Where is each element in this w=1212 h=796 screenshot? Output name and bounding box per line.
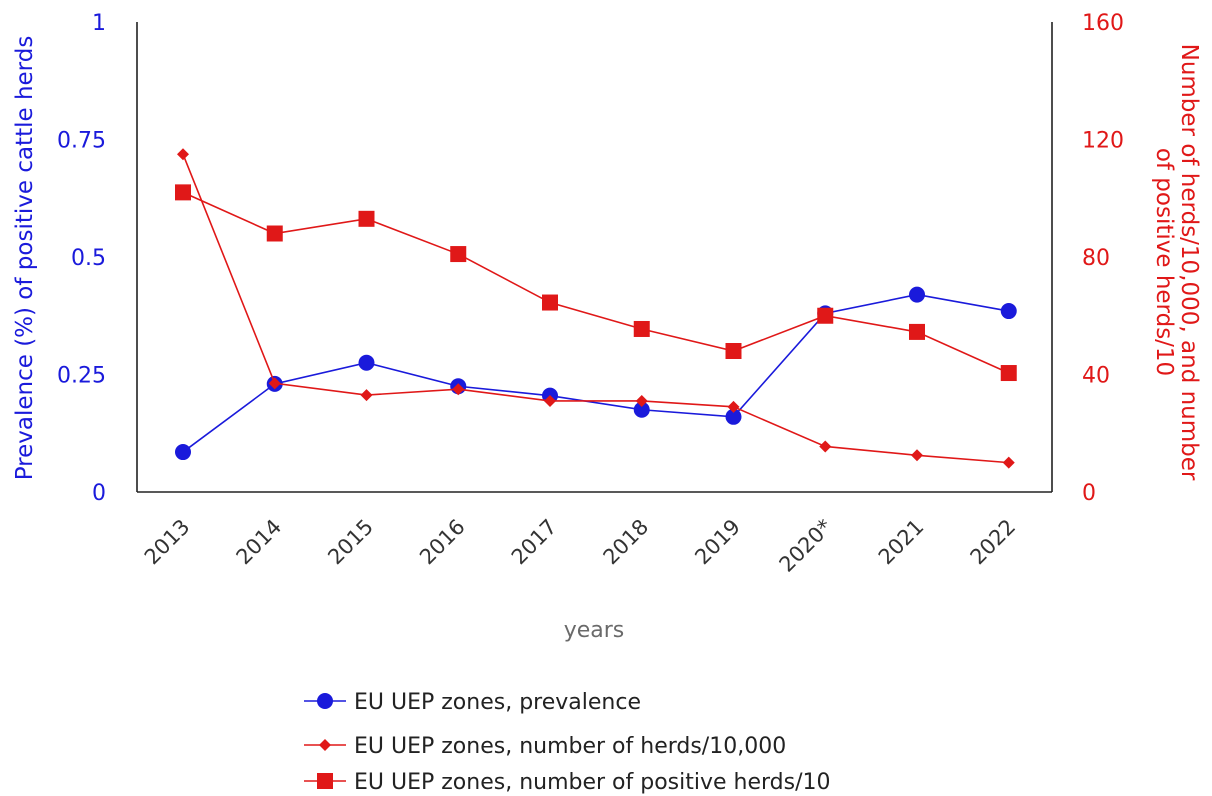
data-point-square: [817, 307, 834, 324]
left-axis-ticks: 0 0.25 0.5 0.75 1: [57, 11, 106, 506]
series-3: [175, 184, 1017, 382]
data-point-circle: [909, 286, 925, 303]
x-tick-label: 2014: [232, 515, 287, 570]
legend-item: EU UEP zones, prevalence: [304, 690, 641, 715]
data-point-diamond: [177, 148, 189, 161]
x-tick-label: 2017: [507, 515, 562, 570]
legend-marker-square: [317, 773, 333, 789]
left-tick-label: 1: [92, 11, 106, 36]
legend-item: EU UEP zones, number of positive herds/1…: [304, 770, 831, 795]
x-axis-title: years: [564, 618, 625, 643]
data-point-diamond: [911, 449, 923, 462]
data-point-square: [633, 320, 650, 337]
y-axis-title-left: Prevalence (%) of positive cattle herds: [12, 36, 38, 481]
data-point-square: [909, 323, 925, 340]
data-point-square: [450, 246, 467, 263]
x-tick-label: 2019: [690, 515, 745, 570]
legend-label: EU UEP zones, number of positive herds/1…: [354, 770, 831, 795]
data-point-square: [175, 184, 191, 201]
data-point-square: [358, 210, 375, 227]
right-tick-label: 80: [1082, 246, 1110, 271]
right-tick-label: 120: [1082, 129, 1124, 154]
data-point-diamond: [268, 377, 281, 390]
legend-label: EU UEP zones, number of herds/10,000: [354, 734, 786, 759]
data-point-circle: [358, 354, 375, 371]
data-point-circle: [1000, 303, 1017, 320]
data-point-diamond: [727, 400, 740, 413]
x-axis-ticks: 2013 2014 2015 2016 2017 2018 2019 2020* 2021 202…: [140, 515, 1021, 577]
plot-frame: [136, 22, 1053, 493]
data-point-diamond: [452, 383, 465, 396]
data-point-diamond: [819, 440, 832, 453]
data-point-diamond: [1002, 456, 1015, 469]
y-axis-title-right-line2: of positive herds/10: [1151, 148, 1177, 376]
x-tick-label: 2018: [599, 515, 654, 570]
data-point-diamond: [635, 394, 648, 407]
right-tick-label: 0: [1082, 481, 1096, 506]
x-tick-label: 2015: [323, 515, 378, 570]
right-axis-ticks: 0 40 80 120 160: [1082, 11, 1124, 506]
data-point-circle: [175, 444, 191, 461]
data-point-diamond: [544, 394, 556, 407]
data-point-square: [542, 294, 558, 311]
legend-item: EU UEP zones, number of herds/10,000: [304, 734, 786, 759]
series-line: [182, 153, 1009, 464]
right-tick-label: 160: [1082, 11, 1124, 36]
data-point-circle: [633, 401, 650, 418]
x-tick-label: 2013: [140, 515, 195, 570]
series-line: [182, 191, 1010, 374]
x-tick-label: 2016: [415, 515, 470, 570]
legend-marker-diamond: [319, 739, 331, 751]
data-point-circle: [725, 408, 742, 425]
left-tick-label: 0.5: [71, 246, 106, 271]
series-1: [175, 286, 1017, 461]
series-2: [177, 148, 1015, 469]
data-point-square: [266, 225, 283, 242]
x-tick-label: 2021: [874, 515, 929, 570]
legend-marker-circle: [317, 693, 333, 709]
left-tick-label: 0.25: [57, 364, 106, 389]
data-point-square: [1000, 365, 1017, 382]
data-point-diamond: [360, 389, 373, 402]
data-point-square: [725, 343, 742, 359]
x-tick-label: 2020*: [775, 515, 837, 577]
legend: EU UEP zones, prevalence EU UEP zones, nu…: [304, 690, 831, 795]
x-tick-label: 2022: [966, 515, 1021, 570]
right-tick-label: 40: [1082, 364, 1110, 389]
left-tick-label: 0.75: [57, 129, 106, 154]
y-axis-title-right-line1: Number of herds/10,000, and number: [1176, 44, 1202, 481]
legend-label: EU UEP zones, prevalence: [354, 690, 641, 715]
series-line: [182, 293, 1009, 453]
series-layer: [175, 148, 1017, 469]
left-tick-label: 0: [92, 481, 106, 506]
